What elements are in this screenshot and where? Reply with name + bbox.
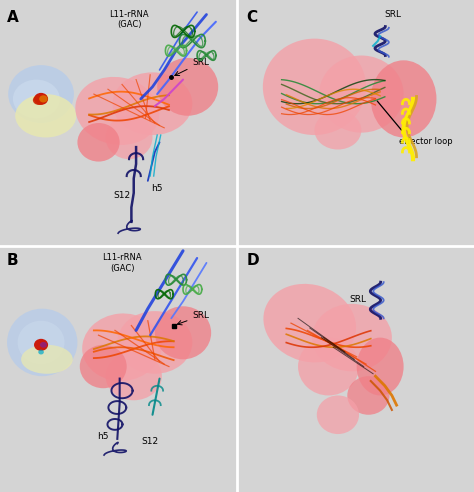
Text: C: C <box>246 10 257 25</box>
Ellipse shape <box>319 56 404 133</box>
Ellipse shape <box>113 72 192 135</box>
Ellipse shape <box>314 111 361 150</box>
Text: D: D <box>246 253 259 268</box>
Text: L11-rRNA
(GAC): L11-rRNA (GAC) <box>109 10 149 29</box>
Ellipse shape <box>13 80 60 118</box>
Ellipse shape <box>264 284 356 363</box>
Ellipse shape <box>21 345 73 374</box>
Ellipse shape <box>347 376 390 415</box>
Ellipse shape <box>7 308 77 376</box>
Ellipse shape <box>106 352 162 400</box>
Text: A: A <box>7 10 19 25</box>
Text: effector loop: effector loop <box>399 137 453 147</box>
Ellipse shape <box>80 345 127 388</box>
Ellipse shape <box>371 61 437 137</box>
Ellipse shape <box>39 95 47 102</box>
Ellipse shape <box>18 321 64 364</box>
Text: B: B <box>7 253 18 268</box>
Ellipse shape <box>77 123 119 161</box>
Ellipse shape <box>33 95 45 105</box>
Text: h5: h5 <box>98 432 109 441</box>
Ellipse shape <box>38 350 44 354</box>
Text: SRL: SRL <box>385 10 402 19</box>
Ellipse shape <box>312 304 392 371</box>
Text: L11-rRNA
(GAC): L11-rRNA (GAC) <box>102 253 142 273</box>
Text: S12: S12 <box>142 437 159 446</box>
Ellipse shape <box>15 94 76 137</box>
Ellipse shape <box>263 38 366 135</box>
Ellipse shape <box>75 77 159 145</box>
Text: S12: S12 <box>113 191 130 200</box>
Ellipse shape <box>118 311 192 374</box>
Ellipse shape <box>82 313 162 381</box>
Text: SRL: SRL <box>177 311 210 325</box>
Ellipse shape <box>317 396 359 434</box>
Text: h5: h5 <box>152 184 163 192</box>
Ellipse shape <box>40 342 47 348</box>
Ellipse shape <box>298 338 359 396</box>
Ellipse shape <box>34 339 48 351</box>
Ellipse shape <box>157 58 218 116</box>
Ellipse shape <box>155 306 211 359</box>
Ellipse shape <box>34 93 48 105</box>
Ellipse shape <box>8 65 74 123</box>
Ellipse shape <box>106 116 153 159</box>
Text: SRL: SRL <box>350 295 367 304</box>
Ellipse shape <box>356 338 404 396</box>
Text: SRL: SRL <box>175 58 210 76</box>
